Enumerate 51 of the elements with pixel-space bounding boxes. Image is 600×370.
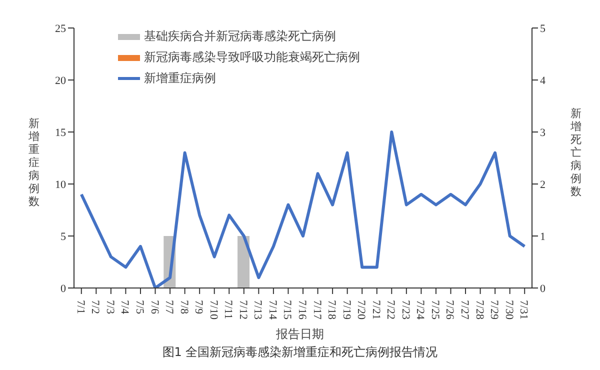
x-tick-label: 7/8	[178, 300, 190, 315]
legend-label: 新增重症病例	[144, 70, 216, 87]
x-tick-label: 7/28	[473, 300, 486, 320]
x-tick-label: 7/4	[118, 300, 131, 315]
x-tick-label: 7/16	[296, 300, 308, 320]
x-tick-label: 7/1	[74, 300, 86, 314]
x-tick-label: 7/11	[222, 300, 234, 320]
x-tick-label: 7/30	[502, 300, 515, 320]
x-tick-label: 7/2	[89, 300, 102, 314]
y2-tick-label: 3	[540, 126, 546, 139]
x-tick-label: 7/5	[133, 300, 146, 315]
x-tick-label: 7/6	[148, 300, 160, 315]
x-tick-label: 7/26	[444, 300, 456, 320]
y-tick-label: 20	[55, 74, 66, 87]
x-tick-label: 7/3	[104, 300, 116, 315]
x-tick-label: 7/24	[414, 300, 426, 320]
x-tick-label: 7/23	[399, 300, 412, 320]
y-tick-label: 5	[60, 230, 66, 243]
x-tick-label: 7/27	[458, 300, 471, 320]
x-tick-label: 7/29	[488, 300, 500, 320]
y-tick-label: 15	[55, 126, 66, 139]
x-tick-label: 7/25	[428, 300, 441, 320]
y-tick-label: 0	[60, 282, 66, 295]
x-tick-label: 7/15	[281, 300, 294, 320]
line-series	[80, 130, 526, 288]
x-tick-label: 7/20	[355, 300, 368, 320]
y2-tick-label: 5	[540, 22, 546, 35]
legend-label: 新冠病毒感染导致呼吸功能衰竭死亡病例	[144, 49, 360, 66]
x-tick-label: 7/17	[310, 300, 323, 320]
x-tick-label: 7/13	[252, 300, 264, 320]
x-tick-label: 7/18	[326, 300, 338, 320]
y-tick-label: 25	[55, 22, 66, 35]
x-tick-label: 7/19	[340, 300, 352, 320]
x-tick-label: 7/22	[384, 300, 397, 320]
y2-tick-label: 4	[540, 74, 546, 87]
x-tick-label: 7/21	[370, 300, 382, 320]
x-tick-label: 7/9	[192, 300, 205, 315]
y2-tick-label: 0	[540, 282, 546, 295]
x-tick-label: 7/31	[518, 300, 530, 320]
x-tick-label: 7/12	[236, 300, 249, 320]
y2-tick-label: 1	[540, 230, 546, 243]
x-tick-label: 7/14	[266, 300, 278, 320]
legend-label: 基础疾病合并新冠病毒感染死亡病例	[144, 28, 336, 45]
x-tick-label: 7/7	[163, 300, 176, 315]
x-tick-label: 7/10	[207, 300, 220, 320]
y-axis-title: 新增重症病例数	[28, 118, 40, 209]
x-axis-title: 报告日期	[275, 326, 325, 343]
y-tick-label: 10	[55, 178, 66, 191]
y2-axis-title: 新增死亡病例数	[570, 108, 582, 199]
y2-tick-label: 2	[540, 178, 546, 191]
text: 图1 全国新冠病毒感染新增重症和死亡病例报告情况	[161, 344, 439, 361]
